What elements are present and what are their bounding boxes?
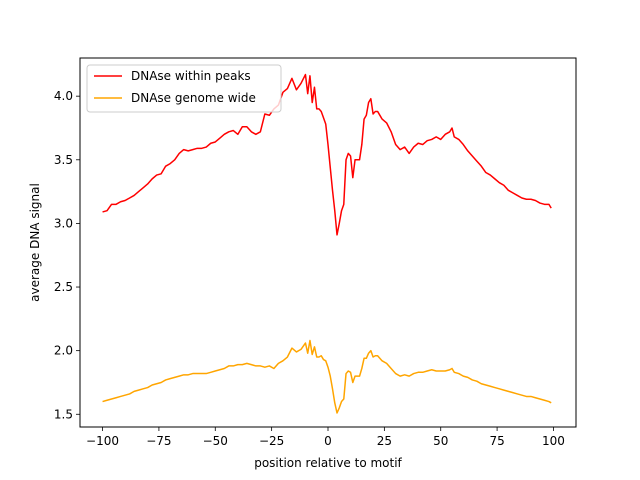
x-tick-label: 75	[489, 434, 504, 448]
x-axis-label: position relative to motif	[254, 456, 402, 470]
x-tick-label: 50	[433, 434, 448, 448]
y-tick-label: 1.5	[54, 407, 73, 421]
x-tick-label: −50	[203, 434, 228, 448]
y-tick-label: 2.5	[54, 280, 73, 294]
y-tick-label: 2.0	[54, 344, 73, 358]
x-axis-ticks: −100 −75 −50 −25 0 25 50 75 100	[86, 427, 565, 448]
y-tick-label: 3.5	[54, 153, 73, 167]
x-tick-label: 0	[324, 434, 332, 448]
x-tick-label: −75	[146, 434, 171, 448]
legend-label-peaks: DNAse within peaks	[131, 69, 251, 83]
x-tick-label: −25	[259, 434, 284, 448]
x-tick-label: 100	[542, 434, 565, 448]
y-axis-label: average DNA signal	[28, 183, 42, 302]
x-tick-label: 25	[377, 434, 392, 448]
y-tick-label: 4.0	[54, 89, 73, 103]
x-tick-label: −100	[86, 434, 119, 448]
series-line-1	[102, 339, 552, 414]
legend-label-genome: DNAse genome wide	[131, 91, 256, 105]
series-line-0	[102, 73, 552, 236]
legend-box	[86, 64, 282, 113]
legend: DNAse within peaks DNAse genome wide	[86, 64, 282, 113]
y-axis-ticks: 1.5 2.0 2.5 3.0 3.5 4.0	[54, 89, 80, 421]
plot-background	[80, 58, 576, 427]
y-tick-label: 3.0	[54, 216, 73, 230]
series-layer	[102, 73, 552, 414]
